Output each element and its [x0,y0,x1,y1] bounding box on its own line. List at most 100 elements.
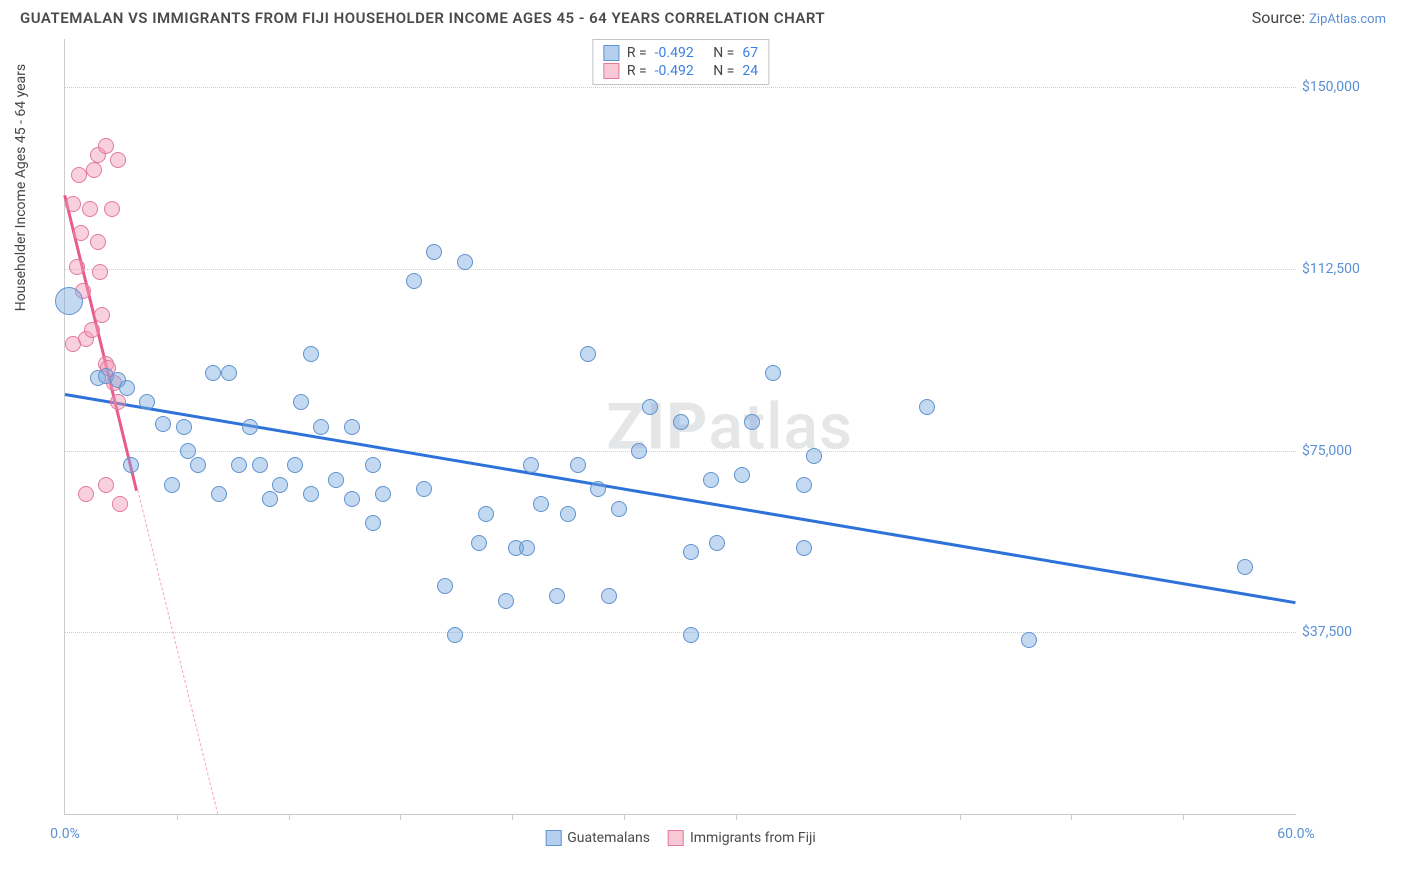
data-point-fiji [110,152,126,168]
data-point-guatemalans [1237,559,1253,575]
legend-item-fiji: Immigrants from Fiji [668,830,816,846]
swatch-pink-icon [668,830,684,846]
data-point-guatemalans [164,477,180,493]
scatter-chart: Householder Income Ages 45 - 64 years ZI… [64,39,1296,815]
ytick-label: $75,000 [1302,443,1380,459]
data-point-guatemalans [344,419,360,435]
data-point-fiji [98,138,114,154]
data-point-guatemalans [119,380,135,396]
ytick-label: $37,500 [1302,624,1380,640]
data-point-guatemalans [734,467,750,483]
data-point-guatemalans [570,457,586,473]
data-point-guatemalans [744,414,760,430]
data-point-guatemalans [416,481,432,497]
ytick-label: $150,000 [1302,79,1380,95]
legend-row-fiji: R = -0.492 N = 24 [603,62,758,80]
swatch-blue-icon [603,45,619,61]
data-point-fiji [110,394,126,410]
trendline-fiji-extrapolated [136,490,219,815]
legend-item-guatemalans: Guatemalans [545,830,650,846]
xtick [624,814,625,820]
data-point-guatemalans [406,273,422,289]
legend-row-guatemalans: R = -0.492 N = 67 [603,44,758,62]
data-point-guatemalans [1021,632,1037,648]
data-point-guatemalans [303,346,319,362]
swatch-pink-icon [603,63,619,79]
data-point-fiji [86,162,102,178]
data-point-guatemalans [919,399,935,415]
data-point-fiji [92,264,108,280]
data-point-fiji [65,336,81,352]
xtick-label-min: 0.0% [50,826,80,842]
data-point-guatemalans [375,486,391,502]
chart-title: GUATEMALAN VS IMMIGRANTS FROM FIJI HOUSE… [20,9,825,27]
data-point-guatemalans [549,588,565,604]
data-point-guatemalans [155,416,171,432]
data-point-guatemalans [313,419,329,435]
data-point-guatemalans [673,414,689,430]
data-point-guatemalans [272,477,288,493]
data-point-guatemalans [242,419,258,435]
data-point-guatemalans [523,457,539,473]
xtick [960,814,961,820]
gridline [65,269,1296,270]
data-point-fiji [104,201,120,217]
xtick-label-max: 60.0% [1277,826,1315,842]
data-point-guatemalans [806,448,822,464]
data-point-guatemalans [205,365,221,381]
data-point-guatemalans [180,443,196,459]
series-legend: Guatemalans Immigrants from Fiji [545,830,816,846]
data-point-fiji [65,196,81,212]
ytick-label: $112,500 [1302,261,1380,277]
data-point-guatemalans [703,472,719,488]
data-point-guatemalans [471,535,487,551]
y-axis-label: Householder Income Ages 45 - 64 years [13,63,29,310]
data-point-fiji [94,307,110,323]
data-point-guatemalans [796,477,812,493]
data-point-guatemalans [683,627,699,643]
data-point-fiji [112,496,128,512]
data-point-guatemalans [533,496,549,512]
data-point-guatemalans [252,457,268,473]
data-point-guatemalans [426,244,442,260]
data-point-fiji [84,322,100,338]
data-point-fiji [98,477,114,493]
data-point-guatemalans [176,419,192,435]
data-point-guatemalans [139,394,155,410]
gridline [65,451,1296,452]
data-point-guatemalans [447,627,463,643]
correlation-legend: R = -0.492 N = 67 R = -0.492 N = 24 [592,39,769,85]
data-point-guatemalans [231,457,247,473]
data-point-fiji [69,259,85,275]
data-point-guatemalans [478,506,494,522]
data-point-guatemalans [796,540,812,556]
data-point-guatemalans [365,515,381,531]
data-point-guatemalans [221,365,237,381]
xtick [1071,814,1072,820]
data-point-guatemalans [580,346,596,362]
data-point-fiji [78,486,94,502]
data-point-guatemalans [344,491,360,507]
data-point-guatemalans [590,481,606,497]
gridline [65,87,1296,88]
data-point-guatemalans [262,491,278,507]
xtick [512,814,513,820]
xtick [1183,814,1184,820]
data-point-guatemalans [293,394,309,410]
data-point-guatemalans [55,287,83,315]
xtick [289,814,290,820]
data-point-fiji [90,234,106,250]
data-point-guatemalans [287,457,303,473]
data-point-guatemalans [601,588,617,604]
xtick [400,814,401,820]
data-point-fiji [71,167,87,183]
data-point-guatemalans [303,486,319,502]
data-point-fiji [82,201,98,217]
data-point-fiji [73,225,89,241]
gridline [65,632,1296,633]
data-point-guatemalans [190,457,206,473]
data-point-guatemalans [683,544,699,560]
xtick [736,814,737,820]
data-point-guatemalans [498,593,514,609]
data-point-guatemalans [211,486,227,502]
